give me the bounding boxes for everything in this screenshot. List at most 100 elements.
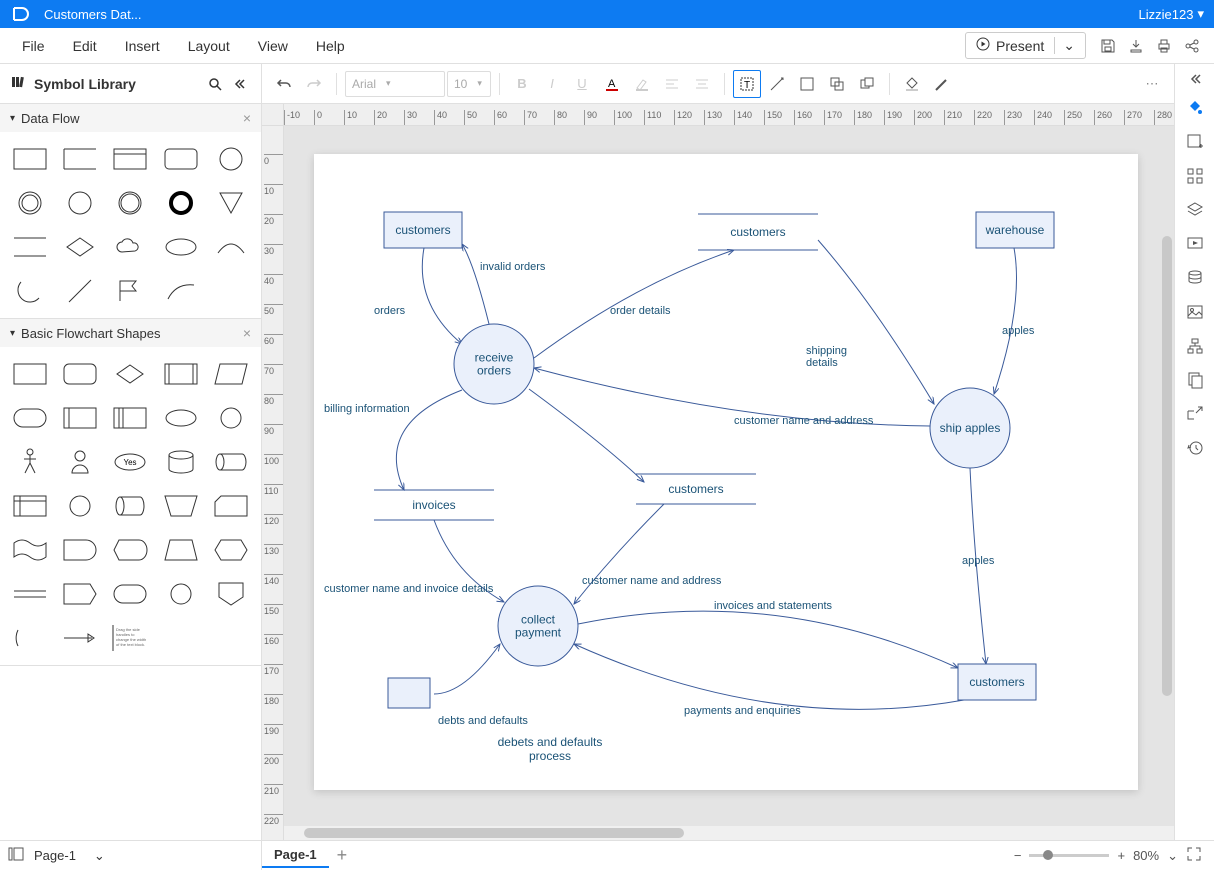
menu-file[interactable]: File [8, 32, 59, 60]
presentation-icon[interactable] [1179, 228, 1211, 260]
shape-card[interactable] [209, 487, 253, 525]
shape-line[interactable] [58, 272, 102, 310]
theme-icon[interactable] [1179, 92, 1211, 124]
shape-diamond[interactable] [58, 228, 102, 266]
fill-color-button[interactable] [898, 70, 926, 98]
menu-edit[interactable]: Edit [59, 32, 111, 60]
italic-button[interactable]: I [538, 70, 566, 98]
page-tab[interactable]: Page-1 [262, 843, 329, 868]
tree-icon[interactable] [1179, 330, 1211, 362]
image-icon[interactable] [1179, 296, 1211, 328]
arrange-button[interactable] [853, 70, 881, 98]
shape-cloud[interactable] [108, 228, 152, 266]
shape-circle-5[interactable] [159, 575, 203, 613]
zoom-in-button[interactable]: + [1117, 848, 1125, 863]
font-family-dropdown[interactable]: Arial▾ [345, 71, 445, 97]
shape-rect[interactable] [8, 140, 52, 178]
shape-wave[interactable] [8, 531, 52, 569]
shape-circle-2[interactable] [58, 184, 102, 222]
redo-button[interactable] [300, 70, 328, 98]
shape-fill-button[interactable] [793, 70, 821, 98]
canvas-area[interactable]: ordersinvalid ordersorder detailsshippin… [284, 126, 1174, 840]
zoom-slider[interactable] [1029, 854, 1109, 857]
shape-rect-open[interactable] [58, 140, 102, 178]
shape-delay[interactable] [58, 531, 102, 569]
font-size-dropdown[interactable]: 10▾ [447, 71, 491, 97]
link-icon[interactable] [1179, 398, 1211, 430]
shape-cylinder-h[interactable] [209, 443, 253, 481]
data-icon[interactable] [1179, 262, 1211, 294]
line-style-button[interactable] [928, 70, 956, 98]
text-color-button[interactable]: A [598, 70, 626, 98]
shape-stadium[interactable] [108, 575, 152, 613]
export-icon[interactable] [1122, 32, 1150, 60]
present-button[interactable]: Present ⌄ [965, 32, 1086, 59]
bold-button[interactable]: B [508, 70, 536, 98]
fullscreen-icon[interactable] [1186, 846, 1202, 865]
align-h-button[interactable] [658, 70, 686, 98]
connector-tool-button[interactable] [763, 70, 791, 98]
shape-tag[interactable] [58, 575, 102, 613]
undo-button[interactable] [270, 70, 298, 98]
shape-outline-button[interactable] [823, 70, 851, 98]
shape-trapezoid[interactable] [159, 531, 203, 569]
page-dropdown[interactable]: Page-1⌄ [34, 848, 105, 864]
shape-internal-storage[interactable] [8, 487, 52, 525]
shape-subprocess[interactable] [159, 355, 203, 393]
collapse-panel-icon[interactable] [227, 77, 251, 91]
align-v-button[interactable] [688, 70, 716, 98]
close-icon[interactable]: × [243, 110, 251, 126]
shape-user[interactable] [58, 443, 102, 481]
shape-offpage[interactable] [209, 575, 253, 613]
shape-rounded-rect[interactable] [159, 140, 203, 178]
shape-triangle-down[interactable] [209, 184, 253, 222]
shape-ellipse[interactable] [159, 228, 203, 266]
menu-help[interactable]: Help [302, 32, 359, 60]
section-header-data-flow[interactable]: ▾ Data Flow × [0, 104, 261, 132]
shape-annotation[interactable]: Drag the sidehandles tochange the widtho… [108, 619, 152, 657]
menu-layout[interactable]: Layout [174, 32, 244, 60]
zoom-out-button[interactable]: − [1014, 848, 1022, 863]
text-tool-button[interactable]: T [733, 70, 761, 98]
shape-arc-3[interactable] [8, 619, 52, 657]
shape-manual-op[interactable] [159, 487, 203, 525]
shape-flag[interactable] [108, 272, 152, 310]
shape-terminator[interactable] [8, 399, 52, 437]
shape-rounded[interactable] [58, 355, 102, 393]
shape-circle-thin[interactable] [108, 184, 152, 222]
shape-ellipse-2[interactable] [159, 399, 203, 437]
close-icon[interactable]: × [243, 325, 251, 341]
shape-hexagon[interactable] [209, 531, 253, 569]
shape-database[interactable] [159, 443, 203, 481]
shape-parallel-lines[interactable] [8, 575, 52, 613]
scrollbar-horizontal[interactable] [284, 826, 1174, 840]
scrollbar-vertical[interactable] [1162, 236, 1172, 696]
diagram-page[interactable]: ordersinvalid ordersorder detailsshippin… [314, 154, 1138, 790]
shape-cylinder-2[interactable] [108, 487, 152, 525]
shape-display[interactable] [108, 531, 152, 569]
highlight-button[interactable] [628, 70, 656, 98]
outline-icon[interactable] [8, 847, 24, 864]
layers-icon[interactable] [1179, 194, 1211, 226]
shape-arc[interactable] [209, 228, 253, 266]
shape-predefined-2[interactable] [108, 399, 152, 437]
menu-view[interactable]: View [244, 32, 302, 60]
shape-yes-bubble[interactable]: Yes [108, 443, 152, 481]
user-menu[interactable]: Lizzie123 ▾ [1139, 6, 1204, 22]
more-button[interactable]: ⋯ [1138, 70, 1166, 98]
shape-process[interactable] [8, 355, 52, 393]
shape-actor[interactable] [8, 443, 52, 481]
clipboard-icon[interactable] [1179, 364, 1211, 396]
collapse-rail-icon[interactable] [1179, 68, 1211, 90]
search-icon[interactable] [203, 77, 227, 91]
share-icon[interactable] [1178, 32, 1206, 60]
save-icon[interactable] [1094, 32, 1122, 60]
shape-predefined[interactable] [58, 399, 102, 437]
underline-button[interactable]: U [568, 70, 596, 98]
shape-circle-3[interactable] [209, 399, 253, 437]
menu-insert[interactable]: Insert [111, 32, 174, 60]
history-icon[interactable] [1179, 432, 1211, 464]
shape-open-top-bottom[interactable] [8, 228, 52, 266]
shape-curve[interactable] [159, 272, 203, 310]
shape-double-circle[interactable] [8, 184, 52, 222]
